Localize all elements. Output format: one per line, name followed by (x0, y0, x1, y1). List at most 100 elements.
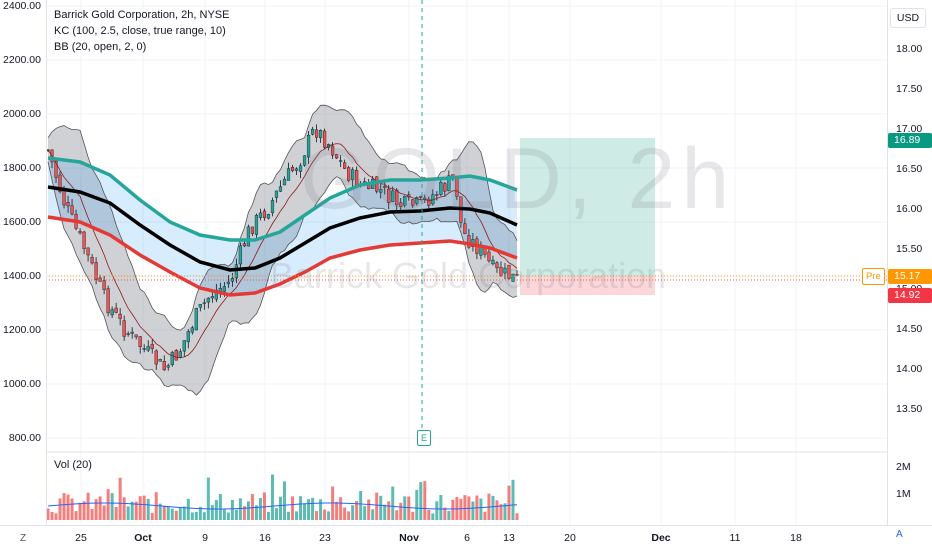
volume-bar (46, 508, 50, 520)
candle-body (62, 189, 66, 206)
candle-body (290, 167, 295, 171)
currency-button[interactable]: USD (890, 8, 926, 28)
candle-body (391, 190, 395, 202)
candle-body (274, 190, 279, 198)
volume-bar (118, 477, 122, 520)
volume-bar (262, 492, 266, 520)
candle-body (347, 167, 351, 181)
candle-body (379, 189, 383, 193)
candle-body (186, 331, 190, 343)
volume-bar (146, 498, 150, 520)
volume-bar (86, 492, 90, 520)
time-axis-tick: 20 (564, 532, 576, 544)
candle-body (282, 178, 287, 186)
volume-bar (122, 497, 126, 520)
candle-body (126, 333, 130, 335)
candle-body (118, 313, 122, 319)
volume-bar (319, 499, 323, 520)
time-axis-tick: 25 (75, 532, 87, 544)
time-axis-tick: 23 (319, 532, 331, 544)
left-axis-tick: 2000.00 (3, 108, 41, 120)
candle-body (399, 202, 403, 207)
candle-body (435, 194, 439, 196)
candle-body (463, 223, 467, 234)
candle-body (202, 302, 206, 304)
volume-bar (114, 507, 118, 520)
volume-bar (226, 512, 230, 520)
candle-body (322, 130, 327, 148)
long-position-tool[interactable] (520, 138, 655, 295)
candle-body (491, 259, 495, 265)
volume-bar (463, 495, 467, 520)
candle-body (515, 274, 519, 276)
volume-bar (371, 509, 375, 520)
candle-body (306, 134, 311, 158)
volume-bar (238, 498, 242, 520)
indicator-lines (47, 104, 518, 396)
volume-bar (206, 477, 210, 520)
candle-body (238, 245, 243, 265)
volume-bar (258, 498, 262, 520)
candle-body (335, 154, 339, 159)
volume-bar (234, 509, 238, 520)
candle-body (94, 262, 98, 280)
volume-bar (311, 497, 315, 520)
right-axis-tick: 15.50 (896, 243, 923, 255)
volume-bar (186, 498, 190, 520)
volume-bar (439, 495, 443, 520)
kc-indicator-label[interactable]: KC (100, 2.5, close, true range, 10) (54, 25, 226, 37)
volume-bar (82, 501, 86, 520)
volume-bar (387, 501, 391, 520)
kc-lower-line (47, 215, 518, 297)
earnings-icon[interactable]: E (417, 430, 431, 446)
volume-bar (443, 507, 447, 520)
candle-body (343, 162, 347, 169)
time-axis-tick: 13 (503, 532, 515, 544)
zoom-button[interactable]: Z (19, 532, 27, 544)
right-axis-tick: 17.50 (896, 83, 923, 95)
stop-zone (520, 276, 655, 295)
volume-bar (214, 500, 218, 520)
volume-bar (210, 505, 214, 520)
candle-body (250, 226, 255, 234)
candle-body (194, 308, 198, 331)
bb-indicator-label[interactable]: BB (20, open, 2, 0) (54, 41, 147, 53)
volume-bar (511, 479, 515, 520)
candle-body (415, 197, 419, 204)
volume-axis-tick: 1M (896, 488, 911, 500)
candle-body (150, 344, 154, 349)
candle-body (439, 182, 443, 195)
right-price-axis[interactable]: 18.0017.5017.0016.5016.0015.5015.0014.50… (887, 0, 932, 525)
volume-bar (495, 500, 499, 520)
time-axis[interactable]: 25 Oct 9 16 23 Nov 6 13 20 Dec 11 18 (0, 525, 932, 551)
candlesticks (46, 124, 519, 371)
candle-body (507, 264, 511, 279)
left-price-axis[interactable]: 2400.00 2200.00 2000.00 1800.00 1600.00 1400.… (0, 0, 47, 525)
volume-bar (431, 513, 435, 520)
time-axis-tick: 16 (259, 532, 271, 544)
symbol-title[interactable]: Barrick Gold Corporation, 2h, NYSE (54, 9, 230, 21)
volume-bar (70, 498, 74, 520)
candle-body (395, 189, 399, 206)
candle-body (90, 257, 94, 264)
candle-body (114, 307, 118, 313)
candle-body (226, 281, 230, 285)
candle-body (262, 210, 267, 219)
time-axis-tick: 6 (464, 532, 470, 544)
volume-bar (435, 501, 439, 520)
candle-body (487, 251, 491, 262)
volume-bar (158, 503, 162, 520)
candle-body (302, 155, 307, 166)
candle-body (222, 286, 226, 292)
candle-body (246, 226, 251, 247)
watermark-name: Barrick Gold Corporation (270, 255, 667, 296)
volume-bar (242, 506, 246, 520)
volume-indicator-label[interactable]: Vol (20) (54, 459, 92, 471)
candle-body (158, 359, 162, 362)
volume-bar (106, 489, 110, 520)
candle-body (511, 273, 515, 282)
volume-bar (391, 486, 395, 520)
volume-bar (307, 499, 311, 520)
auto-scale-button[interactable]: A (896, 529, 903, 540)
